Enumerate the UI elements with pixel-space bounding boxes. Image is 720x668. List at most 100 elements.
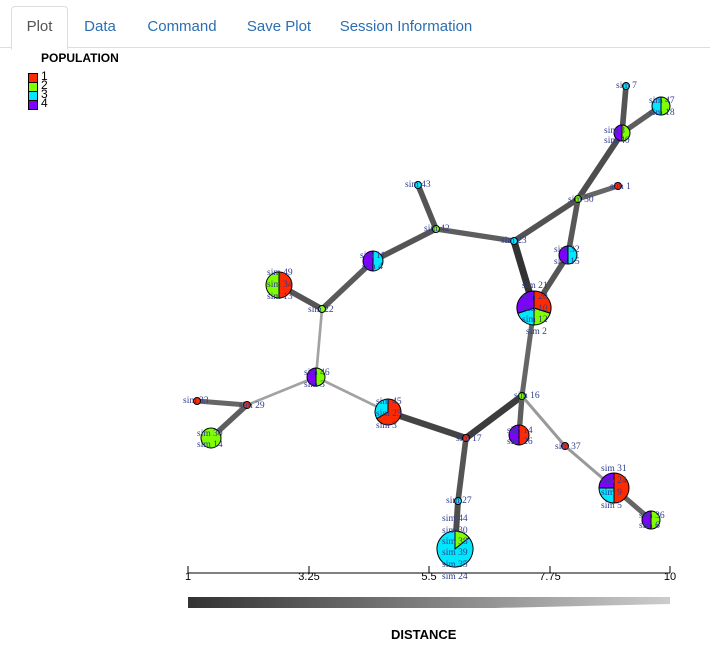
node-label: sim 17 [456,434,482,444]
node-label: sim 14 [507,426,533,436]
pie-slice [651,96,662,116]
pie-slice [650,510,661,530]
node-label: sim 11 [360,251,385,261]
node-label: sim 50 [568,195,594,205]
node-label: sim 44 [442,514,468,524]
node-label: sim 25 [376,409,402,419]
distance-gradient-wedge [188,597,670,608]
network-node: sim 16 [514,391,540,401]
pie-slice [510,237,518,245]
node-label: sim 1 [610,182,631,192]
pie-slice [376,398,402,426]
network-node: sim 32 sim 15 [554,245,580,267]
network-edge [386,408,468,442]
tab-session-information[interactable]: Session Information [339,18,473,35]
network-edge [512,196,580,244]
distance-scale [187,566,671,608]
scale-tick-label: 1 [184,571,192,583]
tab-plot[interactable]: Plot [11,6,68,50]
node-label: sim 43 [405,180,431,190]
legend-label: 2 [41,78,48,92]
pie-slice [454,497,462,505]
network-edge [455,437,469,502]
pie-slice [414,181,422,189]
node-label: sim 38 [442,537,468,547]
scale-tick-label: 7.75 [539,571,561,583]
network-edge [463,393,525,441]
node-label: sim 7 [616,81,637,91]
pie-slice [598,472,615,489]
node-label: sim 23 [501,236,527,246]
network-node: sim 37 [555,442,581,452]
distance-title: DISTANCE [391,627,457,642]
node-label: sim 2 [526,327,547,337]
network-edge [415,183,439,231]
node-label: sim 49 [267,268,293,278]
node-label: sim 14 [197,440,223,450]
pie-slice [574,195,582,203]
tab-command[interactable]: Command [147,18,217,35]
tab-save-plot[interactable]: Save Plot [246,18,312,35]
pie-slice [508,424,520,446]
node-label: sim 24 [601,476,627,486]
node-label: sim 47 [649,96,675,106]
pie-slice [432,225,440,233]
node-label: sim 6 [639,521,660,531]
pie-slice [318,305,326,313]
node-label: sim 39 [442,548,468,558]
pie-slice [306,367,317,387]
pie-slice [613,472,630,504]
pie-slice [516,290,535,314]
pie-slice [265,271,280,299]
node-label: sim 36 [639,511,665,521]
pie-slice [462,434,470,442]
network-edge [577,183,619,202]
node-label: sim 12 [522,315,548,325]
node-label: sim 5 [601,501,622,511]
network-node: sim 43 [405,180,431,190]
network-node: sim 23 [501,236,527,246]
pie-slice [567,245,578,265]
network-node: sim 33 [183,396,209,406]
network-node: sim 17 [456,434,482,444]
network-node: sim 1 [610,182,631,192]
scale-tick-label: 3.25 [298,571,320,583]
node-label: sim 40 [604,136,630,146]
node-label: sim 4 [362,262,383,272]
node-label: sim 24 [442,572,468,582]
node-label: sim 34 [267,280,293,290]
node-label: sim 31 [601,464,627,474]
node-label: sim 46 [304,368,330,378]
legend-label: 4 [41,96,48,110]
legend-title: POPULATION [41,51,119,65]
network-edge [320,259,375,311]
scale-tick-label: 5.5 [421,571,437,583]
tab-data[interactable]: Data [84,18,116,35]
node-label: sim 3 [304,380,325,390]
scale-tick-label: 10 [663,571,677,583]
pie-slice [315,367,326,387]
network-node: sim 22 [308,305,334,315]
pie-slice [621,124,631,142]
node-label: sim 9 [601,488,622,498]
network-edges [196,85,663,550]
pie-slice [436,530,474,568]
node-label: sim 35 [442,560,468,570]
network-edge [575,131,625,201]
pie-slice [372,250,384,272]
node-label: sim 18 [649,108,675,118]
network-node: sim 31 sim 24 sim 9 sim 5 [598,464,630,511]
legend-label: 1 [41,69,48,83]
network-node: sim 29 [239,401,265,411]
network-node: sim 45 sim 25 sim 3 [374,397,402,431]
node-label: sim 37 [555,442,581,452]
node-label: sim 27 [446,496,472,506]
legend-swatch-4 [28,100,38,110]
node-label: sim 8 [604,126,625,136]
pie-slice [243,401,251,409]
network-edge [196,398,248,408]
